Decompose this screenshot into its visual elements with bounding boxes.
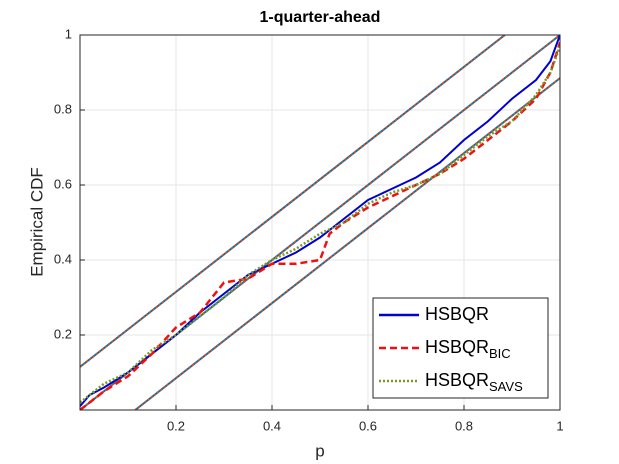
axes-box	[79, 34, 561, 411]
reference-line-overlay	[134, 77, 560, 410]
x-axis-label: p	[315, 441, 324, 460]
legend-label: HSBQR	[425, 304, 489, 324]
y-tick-label: 0.2	[54, 326, 72, 341]
legend-name: HSBQR	[425, 370, 489, 390]
x-tick-label: 0.8	[455, 418, 473, 433]
y-tick-label: 0.4	[54, 251, 72, 266]
legend-subscript: BIC	[489, 346, 511, 361]
series-line	[80, 42, 560, 410]
x-tick-label: 0.4	[263, 418, 281, 433]
legend-label: HSBQRSAVS	[425, 370, 523, 395]
legend-subscript: SAVS	[489, 379, 523, 394]
x-tick-label: 0.2	[167, 418, 185, 433]
y-axis-label: Empirical CDF	[27, 167, 46, 277]
x-tick-label: 1	[556, 418, 563, 433]
series-line	[80, 45, 560, 404]
reference-line-overlay	[80, 35, 506, 368]
y-tick-label: 0.8	[54, 101, 72, 116]
y-tick-label: 1	[65, 26, 72, 41]
x-tick-label: 0.6	[359, 418, 377, 433]
legend-name: HSBQR	[425, 304, 489, 324]
legend-name: HSBQR	[425, 337, 489, 357]
y-tick-label: 0.6	[54, 176, 72, 191]
legend-label: HSBQRBIC	[425, 337, 511, 362]
chart-title: 1-quarter-ahead	[260, 9, 381, 26]
